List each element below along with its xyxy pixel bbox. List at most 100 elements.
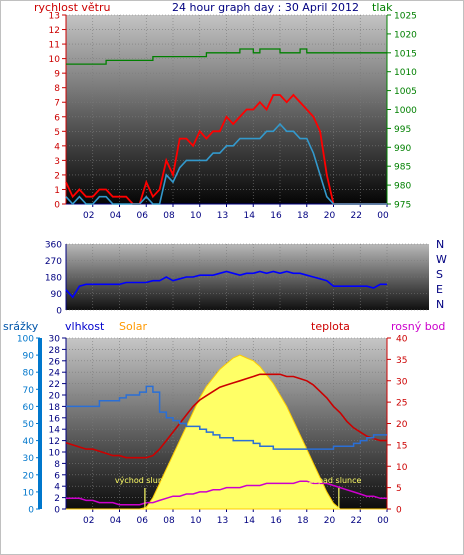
sunrise-label: východ slunce <box>115 476 172 485</box>
x-tick-label: 02 <box>83 516 94 526</box>
humidity-tick-label: 16 <box>49 414 61 424</box>
humidity-series-line <box>66 385 387 450</box>
x-tick-label: 06 <box>137 211 149 221</box>
x-tick-label: 16 <box>270 516 282 526</box>
pressure-tick-label: 985 <box>394 163 411 173</box>
pressure-series-line <box>66 48 387 65</box>
humidity-tick-label: 0 <box>54 506 60 516</box>
wind-tick-label: 9 <box>54 70 60 80</box>
wind-tick-label: 11 <box>49 41 60 51</box>
direction-tick-label: 0 <box>56 307 62 317</box>
x-tick-label: 13 <box>217 516 228 526</box>
compass-label: E <box>436 283 443 296</box>
humidity-tick-label: 10 <box>49 449 61 459</box>
pressure-tick-label: 995 <box>394 125 411 135</box>
direction-tick-label: 90 <box>51 290 63 300</box>
wind-tick-label: 1 <box>54 186 60 196</box>
x-tick-label: 20 <box>324 516 336 526</box>
x-tick-label: 18 <box>297 516 309 526</box>
direction-tick-label: 180 <box>45 274 62 284</box>
rain-tick-label: 90 <box>23 352 35 362</box>
wind-tick-label: 12 <box>49 26 60 36</box>
pressure-tick-label: 1020 <box>394 30 417 40</box>
wind-tick-label: 4 <box>54 142 60 152</box>
humidity-tick-label: 18 <box>49 403 61 413</box>
compass-label: S <box>436 268 443 281</box>
direction-tick-label: 270 <box>45 257 62 267</box>
temp-tick-label: 20 <box>396 420 408 430</box>
temp-tick-label: 35 <box>396 356 407 366</box>
x-tick-label: 02 <box>83 211 94 221</box>
x-tick-label: 00 <box>377 211 389 221</box>
x-tick-label: 08 <box>163 516 175 526</box>
direction-tick-label: 360 <box>45 241 62 251</box>
rain-tick-label: 50 <box>23 420 35 430</box>
humidity-tick-label: 26 <box>49 357 61 367</box>
humidity-tick-label: 6 <box>54 471 60 481</box>
wind-tick-label: 6 <box>54 113 60 123</box>
temp-tick-label: 15 <box>396 441 407 451</box>
rain-tick-label: 40 <box>23 437 35 447</box>
wind-tick-label: 7 <box>54 99 60 109</box>
humidity-tick-label: 28 <box>49 346 61 356</box>
wind-tick-label: 3 <box>54 157 60 167</box>
rain-tick-label: 30 <box>23 454 35 464</box>
x-tick-label: 14 <box>244 211 256 221</box>
dew-series-line <box>66 480 387 506</box>
wind-tick-label: 2 <box>54 171 60 181</box>
x-tick-label: 14 <box>244 516 256 526</box>
solar-axis-title: Solar <box>119 320 148 333</box>
dew-axis-title: rosný bod <box>391 320 445 333</box>
temp-tick-label: 30 <box>396 377 408 387</box>
pressure-tick-label: 975 <box>394 201 411 211</box>
humidity-axis-title: vlhkost <box>65 320 105 333</box>
wind-tick-label: 0 <box>54 201 60 211</box>
wind-tick-label: 10 <box>49 55 61 65</box>
rain-axis-title: srážky <box>3 320 39 333</box>
wind-tick-label: 5 <box>54 128 60 138</box>
x-tick-label: 13 <box>217 211 228 221</box>
rain-tick-label: 60 <box>23 403 35 413</box>
temp-series-line <box>65 373 387 459</box>
x-tick-label: 20 <box>324 211 336 221</box>
humidity-tick-label: 30 <box>49 335 61 345</box>
pressure-axis-title: tlak <box>372 1 393 14</box>
x-tick-label: 04 <box>110 211 122 221</box>
temp-tick-label: 10 <box>396 463 408 473</box>
chart-title: 24 hour graph day : 30 April 2012 <box>172 1 359 14</box>
pressure-tick-label: 1010 <box>394 68 417 78</box>
x-tick-label: 06 <box>137 516 149 526</box>
temp-tick-label: 40 <box>396 335 408 345</box>
humidity-tick-label: 20 <box>49 392 61 402</box>
x-tick-label: 18 <box>297 211 309 221</box>
humidity-tick-label: 8 <box>54 460 60 470</box>
pressure-tick-label: 1005 <box>394 87 417 97</box>
x-tick-label: 10 <box>190 211 202 221</box>
rain-tick-label: 0 <box>28 506 34 516</box>
x-tick-label: 00 <box>377 516 389 526</box>
x-tick-label: 16 <box>270 211 282 221</box>
compass-label: W <box>436 253 447 266</box>
compass-label: N <box>436 298 444 311</box>
x-tick-label: 04 <box>110 516 122 526</box>
rain-tick-label: 10 <box>23 488 35 498</box>
temp-tick-label: 5 <box>396 484 402 494</box>
rain-tick-label: 20 <box>23 471 35 481</box>
compass-label: N <box>436 238 444 251</box>
pressure-tick-label: 1025 <box>394 12 417 22</box>
x-tick-label: 10 <box>190 516 202 526</box>
humidity-tick-label: 12 <box>49 437 60 447</box>
pressure-tick-label: 1015 <box>394 49 417 59</box>
gust-series-line <box>65 122 387 206</box>
x-tick-label: 22 <box>351 211 362 221</box>
sunset-label: západ slunce <box>309 476 362 485</box>
pressure-tick-label: 980 <box>394 182 411 192</box>
pressure-tick-label: 1000 <box>394 106 417 116</box>
wind-tick-label: 8 <box>54 84 60 94</box>
x-tick-label: 08 <box>163 211 175 221</box>
rain-tick-label: 80 <box>23 369 35 379</box>
humidity-tick-label: 24 <box>49 369 61 379</box>
pressure-tick-label: 990 <box>394 144 411 154</box>
humidity-tick-label: 2 <box>54 494 60 504</box>
